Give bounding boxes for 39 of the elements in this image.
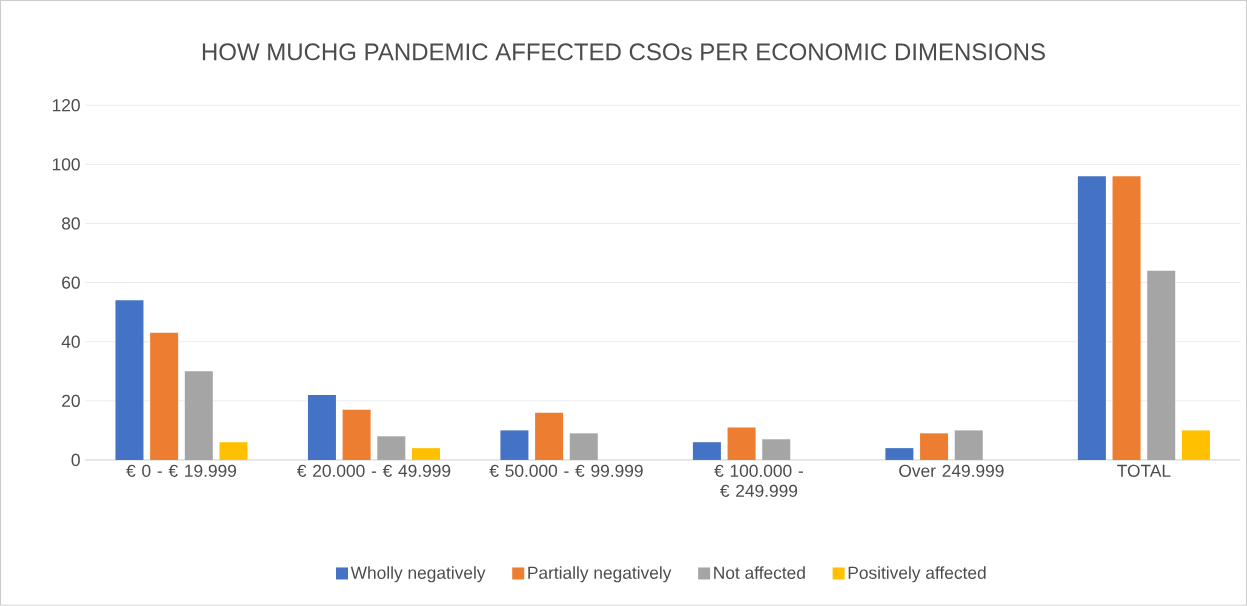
bar: [115, 300, 144, 461]
bar: [762, 439, 791, 461]
bar: [377, 436, 406, 461]
x-tick-label: € 100.000 - € 249.999: [714, 464, 803, 498]
bar: [920, 433, 949, 461]
y-tick-label: 60: [62, 276, 80, 289]
bar: [342, 409, 371, 461]
y-tick-label: 0: [71, 453, 80, 467]
x-tick-label: € 20.000 - € 49.999: [296, 464, 451, 478]
bar: [569, 433, 598, 461]
bar: [1181, 430, 1210, 461]
bar: [885, 448, 914, 461]
x-tick-label: € 50.000 - € 99.999: [489, 464, 643, 478]
y-tick-label: 120: [52, 99, 80, 112]
x-tick-label: € 0 - € 19.999: [126, 464, 237, 478]
bar: [727, 427, 756, 461]
bar: [692, 442, 721, 461]
bar: [1112, 176, 1141, 461]
bar: [500, 430, 529, 461]
x-tick-label: Over 249.999: [899, 464, 1004, 478]
bar: [219, 442, 248, 461]
legend-label: Not affected: [714, 566, 805, 579]
y-tick-label: 100: [52, 158, 80, 171]
bar: [535, 412, 564, 461]
y-tick-label: 20: [62, 394, 80, 408]
bar: [411, 448, 440, 461]
bar: [184, 371, 213, 461]
bar: [1147, 270, 1176, 461]
legend-label: Partially negatively: [528, 566, 672, 583]
y-tick-label: 40: [61, 335, 80, 348]
legend-label: Positively affected: [848, 566, 986, 583]
bar: [954, 430, 983, 461]
chart-title: HOW MUCHG PANDEMIC AFFECTED CSOs PER ECONOMIC DIMENSIONS: [202, 43, 1045, 61]
bar: [150, 332, 179, 461]
bar: [1077, 176, 1106, 461]
x-tick-label: TOTAL: [1117, 464, 1171, 478]
legend-label: Wholly negatively: [350, 566, 486, 583]
bar: [307, 394, 336, 461]
y-tick-label: 80: [61, 217, 80, 230]
